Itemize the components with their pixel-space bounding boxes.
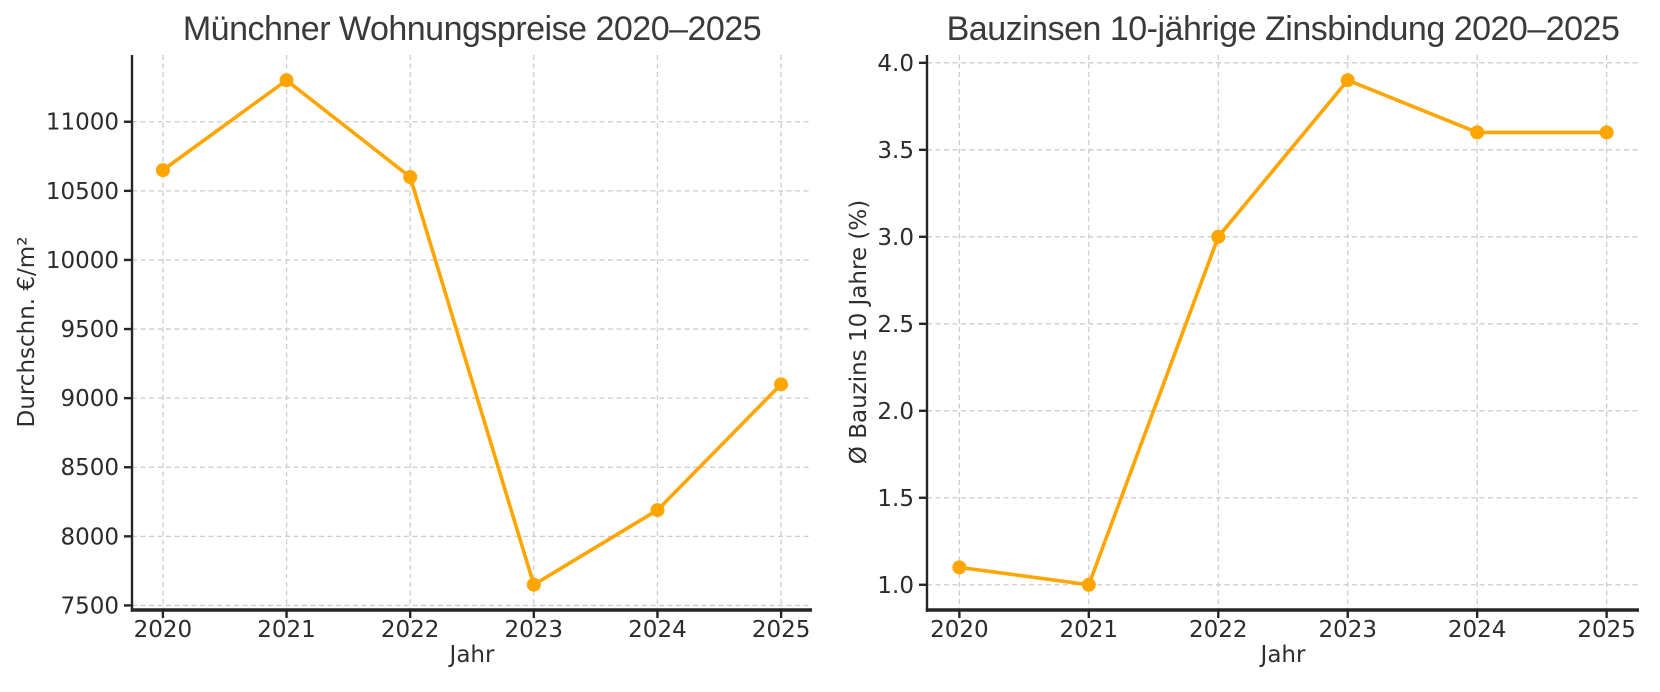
data-point-marker bbox=[1211, 229, 1226, 244]
x-tick-label: 2024 bbox=[1448, 617, 1507, 643]
y-tick-label: 1.5 bbox=[877, 486, 914, 512]
y-axis-label: Ø Bauzins 10 Jahre (%) bbox=[846, 200, 872, 464]
x-axis-label: Jahr bbox=[448, 642, 495, 668]
y-tick-label: 7500 bbox=[60, 593, 119, 619]
data-point-marker bbox=[1599, 125, 1614, 140]
y-tick-label: 9500 bbox=[60, 317, 119, 343]
series-line bbox=[957, 78, 1609, 587]
x-tick-label: 2024 bbox=[628, 617, 687, 643]
x-tick-label: 2021 bbox=[1060, 617, 1119, 643]
plot-layer: 2020 2021 2022 2023 2024 2025 1.0 1.5 2.0 2.5 3.0 3… bbox=[877, 51, 1639, 643]
data-point-marker bbox=[279, 73, 294, 88]
y-tick-label: 8000 bbox=[60, 524, 119, 550]
chart-title: Bauzinsen 10-jährige Zinsbindung 2020–20… bbox=[947, 10, 1620, 48]
data-point-marker bbox=[1340, 73, 1355, 88]
data-point-marker bbox=[403, 170, 418, 185]
x-tick-label: 2025 bbox=[752, 617, 811, 643]
y-tick-label: 4.0 bbox=[877, 51, 914, 77]
y-tick-label: 10000 bbox=[46, 248, 119, 274]
y-tick-label: 11000 bbox=[46, 110, 119, 136]
x-tick-label: 2021 bbox=[257, 617, 316, 643]
chart-title: Münchner Wohnungspreise 2020–2025 bbox=[183, 10, 761, 48]
bauzinsen-chart: 2020 2021 2022 2023 2024 2025 1.0 1.5 2.0 2.5 3.0 3… bbox=[846, 10, 1639, 668]
x-tick-label: 2025 bbox=[1577, 617, 1636, 643]
data-point-marker bbox=[1081, 577, 1096, 592]
y-tick-label: 10500 bbox=[46, 179, 119, 205]
x-tick-label: 2020 bbox=[930, 617, 989, 643]
x-tick-label: 2020 bbox=[134, 617, 193, 643]
y-axis-label: Durchschn. €/m² bbox=[14, 237, 40, 428]
data-point-marker bbox=[155, 163, 170, 178]
y-tick-label: 8500 bbox=[60, 455, 119, 481]
y-tick-label: 2.5 bbox=[877, 312, 914, 338]
x-axis-label: Jahr bbox=[1259, 642, 1306, 668]
wohnungspreise-chart: 2020 2021 2022 2023 2024 2025 7500 8000 8500 9000… bbox=[14, 10, 812, 668]
data-point-marker bbox=[952, 560, 967, 575]
data-point-marker bbox=[650, 503, 665, 518]
plot-layer: 2020 2021 2022 2023 2024 2025 7500 8000 8500 9000… bbox=[46, 55, 812, 643]
x-tick-label: 2022 bbox=[381, 617, 440, 643]
y-tick-label: 2.0 bbox=[877, 399, 914, 425]
y-tick-label: 9000 bbox=[60, 386, 119, 412]
x-tick-label: 2023 bbox=[1318, 617, 1377, 643]
y-tick-label: 3.0 bbox=[877, 225, 914, 251]
data-point-marker bbox=[1470, 125, 1485, 140]
series-line bbox=[161, 78, 783, 587]
panel-wohnungspreise: 2020 2021 2022 2023 2024 2025 7500 8000 8500 9000… bbox=[14, 10, 812, 668]
panel-bauzinsen: 2020 2021 2022 2023 2024 2025 1.0 1.5 2.0 2.5 3.0 3… bbox=[830, 0, 1660, 692]
y-tick-label: 3.5 bbox=[877, 138, 914, 164]
x-tick-label: 2022 bbox=[1189, 617, 1248, 643]
x-tick-label: 2023 bbox=[505, 617, 564, 643]
y-tick-label: 1.0 bbox=[877, 573, 914, 599]
data-point-marker bbox=[526, 577, 541, 592]
data-point-marker bbox=[774, 377, 789, 392]
